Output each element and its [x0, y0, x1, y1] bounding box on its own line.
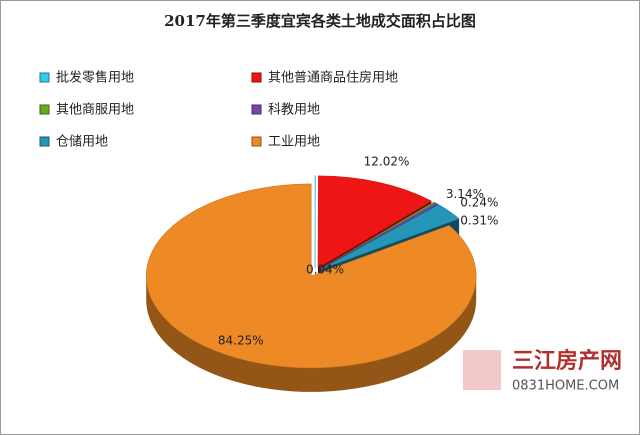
legend-label: 工业用地: [268, 135, 320, 150]
legend-swatch: [251, 72, 262, 83]
legend-swatch: [39, 72, 50, 83]
legend-label: 其他商服用地: [56, 103, 134, 118]
slice-side: [146, 275, 477, 392]
legend-swatch: [39, 136, 50, 147]
chart-title: 2017年第三季度宜宾各类土地成交面积占比图: [164, 12, 476, 30]
data-label: 84.25%: [218, 334, 264, 348]
watermark-url: 0831HOME.COM: [512, 379, 619, 394]
data-label: 0.04%: [306, 263, 344, 277]
watermark-name: 三江房产网: [512, 348, 622, 374]
legend-swatch: [251, 136, 262, 147]
data-label: 12.02%: [364, 155, 410, 169]
slice: [317, 175, 432, 269]
slice: [321, 204, 460, 270]
data-label: 0.31%: [460, 214, 498, 228]
slice: [145, 183, 477, 369]
legend-label: 科教用地: [268, 102, 320, 118]
legend-label: 批发零售用地: [56, 70, 134, 86]
legend-swatch: [39, 104, 50, 115]
watermark-logo: [463, 350, 501, 390]
legend-label: 仓储用地: [56, 135, 108, 150]
watermark: 三江房产网 0831HOME.COM: [463, 348, 622, 394]
legend-label: 其他普通商品住房用地: [268, 70, 398, 86]
legend-swatch: [251, 104, 262, 115]
slice: [320, 202, 439, 270]
data-label: 0.24%: [460, 196, 498, 210]
data-label: 3.14%: [446, 187, 484, 201]
